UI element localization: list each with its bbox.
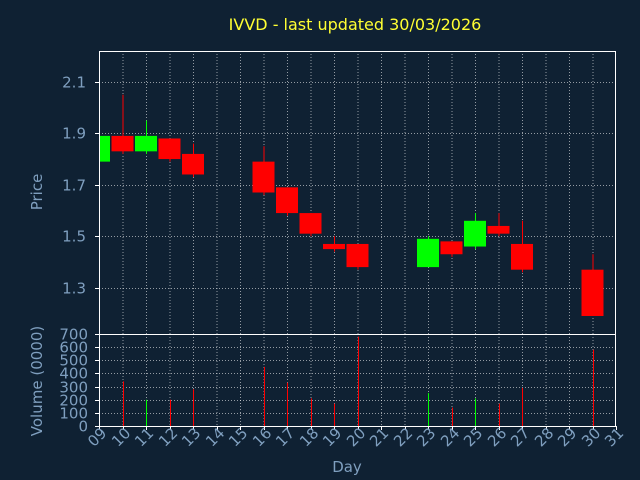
candle-body: [276, 187, 298, 214]
price-tick-label: 2.1: [62, 74, 86, 92]
candle-9: [99, 135, 110, 162]
price-axis-label: Price: [28, 174, 46, 211]
day-tick-label: 23: [413, 424, 439, 450]
volume-axis-label: Volume (0000): [28, 326, 46, 436]
candle-12: [158, 138, 181, 162]
candle-body: [440, 241, 463, 255]
candle-body: [135, 135, 157, 152]
volume-tick-label: 600: [59, 339, 88, 357]
price-panel: 1.3 1.5 1.7 1.9 2.1: [62, 51, 616, 335]
day-axis-label: Day: [332, 458, 362, 476]
candle-body: [346, 243, 369, 268]
candle-26: [487, 213, 510, 237]
day-tick-label: 29: [554, 424, 580, 450]
candle-25: [464, 213, 486, 250]
candle-body: [252, 161, 275, 193]
candle-body: [111, 135, 134, 152]
candle-27: [511, 220, 533, 273]
day-tick-label: 31: [601, 424, 627, 450]
candle-23: [417, 236, 439, 268]
candle-body: [417, 238, 439, 268]
day-tick-label: 17: [272, 424, 298, 450]
candle-11: [135, 120, 157, 154]
volume-tick-label: 400: [59, 365, 88, 383]
candle-body: [182, 153, 204, 175]
candle-24: [440, 241, 463, 257]
day-tick-label: 25: [460, 424, 486, 450]
day-tick-label: 09: [84, 424, 110, 450]
day-tick-label: 19: [319, 424, 345, 450]
candle-13: [182, 143, 204, 178]
candle-body: [487, 225, 510, 234]
candle-10: [111, 94, 134, 154]
volume-tick-label: 500: [59, 352, 88, 370]
day-tick-label: 21: [366, 424, 392, 450]
volume-frame: [99, 334, 616, 427]
price-tick-label: 1.3: [62, 280, 86, 298]
candle-body: [511, 243, 533, 270]
price-tick-label: 1.7: [62, 177, 86, 195]
candle-body: [464, 220, 486, 247]
candle-body: [99, 135, 110, 162]
day-tick-label: 15: [225, 424, 251, 450]
candle-body: [158, 138, 181, 160]
volume-panel: 0100200300400500600700091011121314151617…: [59, 326, 627, 451]
candle-16: [252, 146, 275, 196]
candle-18: [299, 213, 322, 237]
price-tick-label: 1.5: [62, 228, 86, 246]
day-tick-label: 27: [507, 424, 533, 450]
candle-19: [323, 236, 345, 252]
candle-body: [581, 269, 604, 316]
candle-body: [299, 213, 322, 234]
volume-tick-label: 300: [59, 379, 88, 397]
chart-title: IVVD - last updated 30/03/2026: [229, 15, 482, 34]
candle-20: [346, 243, 369, 270]
candle-body: [323, 243, 345, 250]
day-tick-label: 11: [131, 424, 157, 450]
volume-tick-label: 700: [59, 326, 88, 344]
volume-tick-label: 0: [78, 418, 88, 436]
volume-tick-label: 100: [59, 405, 88, 423]
day-tick-label: 13: [178, 424, 204, 450]
candle-30: [581, 254, 604, 316]
volume-tick-label: 200: [59, 392, 88, 410]
candle-17: [276, 187, 298, 216]
price-tick-label: 1.9: [62, 125, 86, 143]
